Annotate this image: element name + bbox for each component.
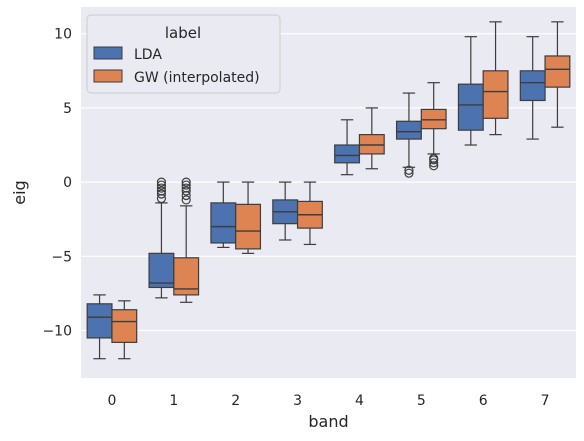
x-tick-label: 6: [479, 393, 488, 409]
x-tick-label: 4: [355, 393, 364, 409]
box-gw-band-0: [111, 300, 138, 360]
y-tick-label: 5: [63, 101, 72, 117]
box-gw-band-7: [544, 21, 571, 128]
box-gw-band-5: [420, 82, 447, 171]
legend: label LDA GW (interpolated): [86, 14, 281, 94]
box-lda-band-2: [210, 181, 237, 249]
box-gw-band-1: [173, 177, 200, 303]
box-body: [457, 83, 484, 131]
outlier-point: [429, 153, 439, 163]
legend-swatch-lda: [93, 46, 123, 60]
y-axis-label: eig: [10, 180, 29, 204]
box-body: [210, 202, 237, 244]
box-body: [235, 203, 262, 250]
box-lda-band-3: [272, 181, 299, 241]
box-lda-band-0: [86, 294, 113, 360]
y-tick-label: 10: [54, 27, 72, 43]
box-body: [86, 303, 113, 339]
x-tick-label: 5: [417, 393, 426, 409]
outlier-point: [404, 168, 414, 178]
legend-frame: [86, 14, 281, 94]
outlier-point: [156, 180, 167, 190]
y-tick-label: −5: [51, 249, 72, 265]
box-body: [482, 70, 509, 119]
outlier-point: [156, 186, 167, 196]
box-lda-band-1: [148, 177, 175, 299]
box-body: [420, 108, 447, 130]
legend-label-lda: LDA: [134, 47, 162, 63]
box-gw-band-6: [482, 21, 509, 136]
box-body: [111, 309, 138, 343]
y-axis-ticks: −10 −5 0 5 10: [42, 27, 72, 340]
y-tick-label: 0: [63, 175, 72, 191]
boxes: [86, 21, 571, 360]
outlier-point: [156, 189, 167, 199]
box-gw-band-3: [296, 181, 323, 246]
outlier-point: [181, 186, 191, 196]
outlier-point: [429, 158, 439, 168]
outlier-point: [181, 180, 191, 190]
box-gw-band-4: [358, 107, 385, 170]
box-gw-band-2: [235, 181, 262, 254]
x-axis-label: band: [308, 412, 348, 431]
x-tick-label: 7: [541, 393, 550, 409]
outlier-point: [181, 183, 191, 193]
x-tick-label: 2: [231, 393, 240, 409]
y-tick-label: −10: [42, 324, 72, 340]
x-tick-label: 1: [169, 393, 178, 409]
outlier-point: [404, 165, 414, 175]
x-tick-label: 3: [293, 393, 302, 409]
legend-title: label: [165, 24, 201, 42]
box-lda-band-6: [457, 36, 484, 146]
x-tick-label: 0: [107, 393, 116, 409]
box-body: [544, 55, 571, 88]
box-body: [334, 144, 361, 164]
box-body: [358, 134, 385, 155]
box-lda-band-5: [395, 92, 422, 178]
outlier-point: [156, 183, 167, 193]
box-body: [519, 70, 546, 102]
outlier-point: [181, 195, 191, 205]
legend-label-gw: GW (interpolated): [134, 70, 260, 86]
outlier-point: [156, 177, 167, 187]
outlier-point: [181, 177, 191, 187]
x-axis-ticks: 0 1 2 3 4 5 6 7: [107, 393, 549, 409]
box-body: [395, 120, 422, 140]
legend-swatch-gw: [93, 69, 123, 83]
